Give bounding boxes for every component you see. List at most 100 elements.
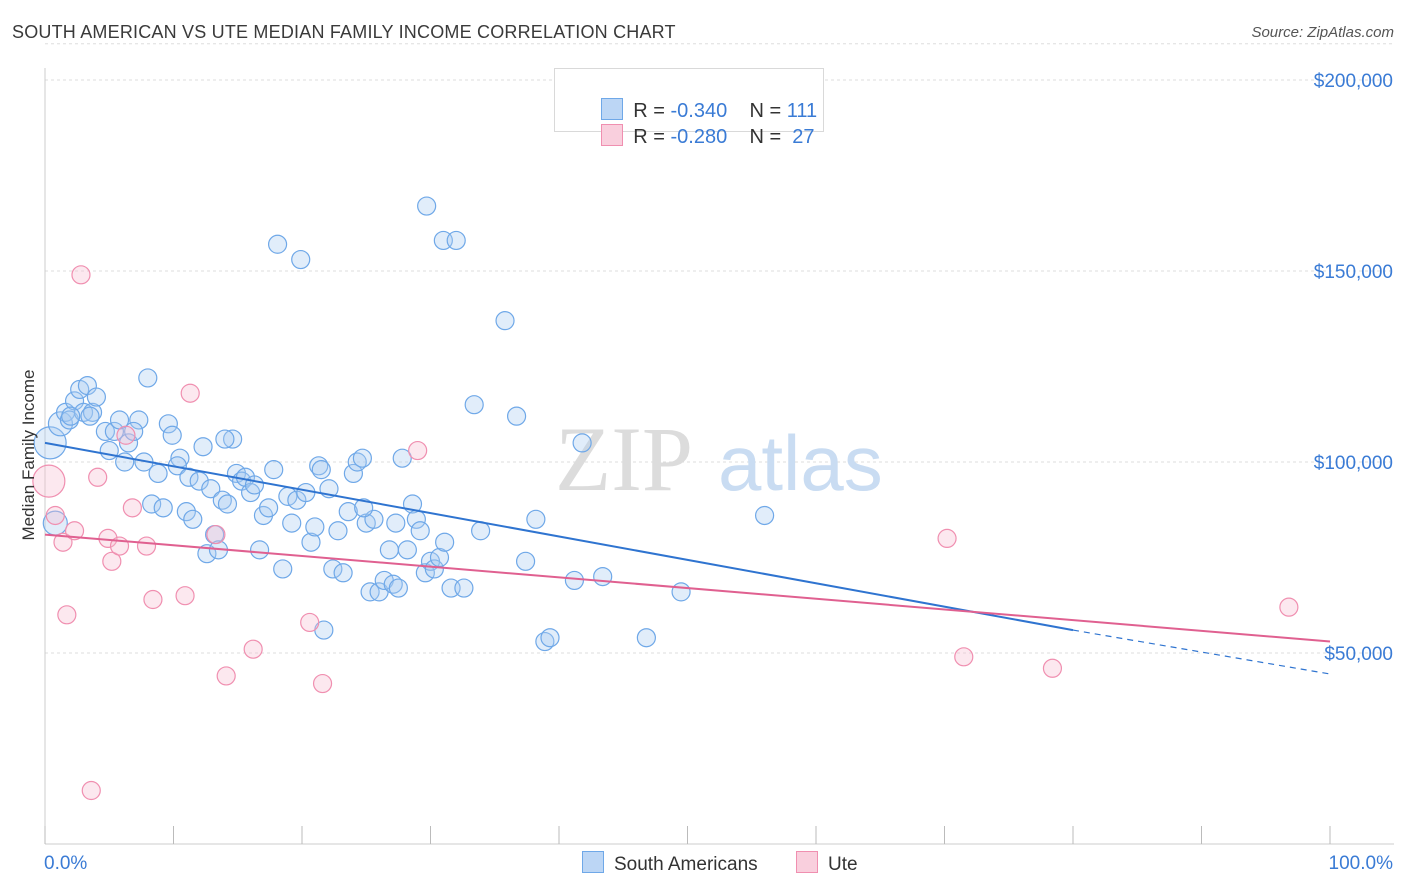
ute-point bbox=[116, 425, 136, 445]
tick-labels: $50,000 $100,000 $150,000 $200,000 0.0% 100.0… bbox=[44, 71, 1393, 874]
south-american-point bbox=[311, 460, 331, 480]
ute-point bbox=[954, 647, 974, 667]
ute-point bbox=[312, 673, 333, 694]
ute-point bbox=[64, 521, 85, 541]
ute-point bbox=[136, 536, 157, 556]
south-american-point bbox=[338, 502, 358, 522]
legend-r-value: -0.280 bbox=[670, 126, 728, 148]
south-american-point bbox=[99, 440, 119, 461]
south-american-point bbox=[347, 452, 367, 472]
legend-n-value: 111 bbox=[786, 100, 818, 122]
south-american-point bbox=[417, 196, 437, 216]
ute-point bbox=[45, 505, 65, 526]
south-american-point bbox=[129, 410, 149, 430]
south-american-point bbox=[282, 513, 302, 533]
y-tick-label: $50,000 bbox=[1324, 644, 1393, 665]
ute-point bbox=[1042, 658, 1063, 678]
south-american-point bbox=[352, 448, 372, 468]
south-american-point bbox=[223, 429, 243, 449]
south-american-point bbox=[464, 395, 484, 415]
south-american-point bbox=[104, 421, 124, 442]
south-american-point bbox=[142, 494, 162, 514]
south-americans-trend-line bbox=[44, 441, 1074, 632]
ute-point bbox=[71, 265, 91, 285]
legend-swatch-south-americans bbox=[582, 851, 604, 873]
chart-title: SOUTH AMERICAN VS UTE MEDIAN FAMILY INCO… bbox=[12, 22, 676, 42]
south-american-point bbox=[301, 532, 321, 552]
south-american-point bbox=[435, 532, 455, 552]
trend-lines bbox=[44, 441, 1331, 675]
south-american-point bbox=[118, 433, 139, 453]
south-american-point bbox=[506, 406, 527, 426]
south-american-point bbox=[323, 559, 343, 579]
south-american-point bbox=[379, 540, 399, 560]
legend-row-ute: R = -0.280 N = 27 bbox=[579, 101, 815, 148]
ute-point bbox=[143, 589, 163, 610]
ute-point bbox=[81, 780, 101, 801]
ute-point bbox=[1279, 597, 1299, 617]
y-tick-label: $200,000 bbox=[1314, 71, 1393, 92]
legend-swatch-south-americans bbox=[601, 98, 624, 120]
south-american-point bbox=[61, 406, 81, 426]
legend-row-south-americans: R = -0.340 N = 111 bbox=[579, 75, 817, 122]
south-american-point bbox=[471, 521, 491, 541]
south-american-point bbox=[328, 521, 348, 541]
south-american-point bbox=[754, 505, 775, 526]
south-american-point bbox=[424, 559, 444, 579]
ute-point bbox=[122, 498, 142, 518]
south-american-point bbox=[47, 411, 74, 437]
south-american-point bbox=[183, 509, 203, 529]
y-tick-label: $150,000 bbox=[1314, 262, 1393, 283]
source-label: Source: ZipAtlas.com bbox=[1251, 24, 1394, 41]
south-american-point bbox=[212, 490, 232, 510]
south-american-point bbox=[201, 479, 221, 499]
ute-point bbox=[243, 639, 263, 659]
south-american-point bbox=[305, 517, 325, 537]
south-american-point bbox=[244, 475, 265, 495]
south-american-point bbox=[388, 578, 408, 598]
south-american-point bbox=[593, 566, 613, 587]
south-american-point bbox=[80, 406, 100, 426]
ute-point bbox=[175, 586, 195, 606]
ute-points bbox=[32, 265, 1299, 801]
ute-point bbox=[57, 605, 77, 625]
ute-point bbox=[88, 467, 108, 487]
legend-n-value: 27 bbox=[786, 126, 815, 148]
south-american-point bbox=[153, 498, 173, 518]
ute-point bbox=[53, 532, 73, 552]
watermark: ZIP atlas bbox=[555, 408, 883, 510]
south-american-point bbox=[267, 234, 288, 254]
south-american-point bbox=[148, 463, 168, 484]
south-american-point bbox=[392, 448, 412, 468]
ute-point bbox=[216, 666, 236, 686]
ute-trend-line bbox=[44, 533, 1331, 643]
ute-point bbox=[937, 528, 957, 549]
bottom-legend-ute: Ute bbox=[796, 851, 858, 876]
south-american-point bbox=[446, 230, 466, 251]
south-americans-trend-extension bbox=[1072, 629, 1331, 675]
x-tick-label: 100.0% bbox=[1329, 853, 1394, 874]
y-tick-label: $100,000 bbox=[1314, 453, 1393, 474]
south-american-point bbox=[410, 521, 430, 541]
ute-point bbox=[32, 464, 66, 498]
south-american-point bbox=[162, 425, 182, 445]
legend-swatch-ute bbox=[796, 851, 818, 873]
south-american-point bbox=[671, 582, 691, 602]
watermark-zip: ZIP bbox=[555, 408, 693, 510]
south-american-point bbox=[264, 460, 284, 480]
south-american-point bbox=[354, 498, 374, 518]
south-american-point bbox=[273, 559, 293, 579]
south-american-point bbox=[215, 429, 235, 449]
south-american-point bbox=[386, 513, 406, 533]
south-american-point bbox=[86, 387, 107, 407]
ute-point bbox=[180, 383, 200, 403]
south-american-point bbox=[540, 628, 560, 648]
south-american-point bbox=[258, 498, 279, 518]
south-american-point bbox=[397, 540, 417, 560]
correlation-legend: R = -0.340 N = 111 R = -0.280 N = 27 bbox=[554, 68, 824, 148]
south-american-point bbox=[249, 540, 270, 560]
south-american-point bbox=[176, 502, 196, 522]
legend-swatch-ute bbox=[601, 124, 624, 146]
south-american-point bbox=[515, 551, 536, 571]
south-american-point bbox=[217, 494, 238, 514]
